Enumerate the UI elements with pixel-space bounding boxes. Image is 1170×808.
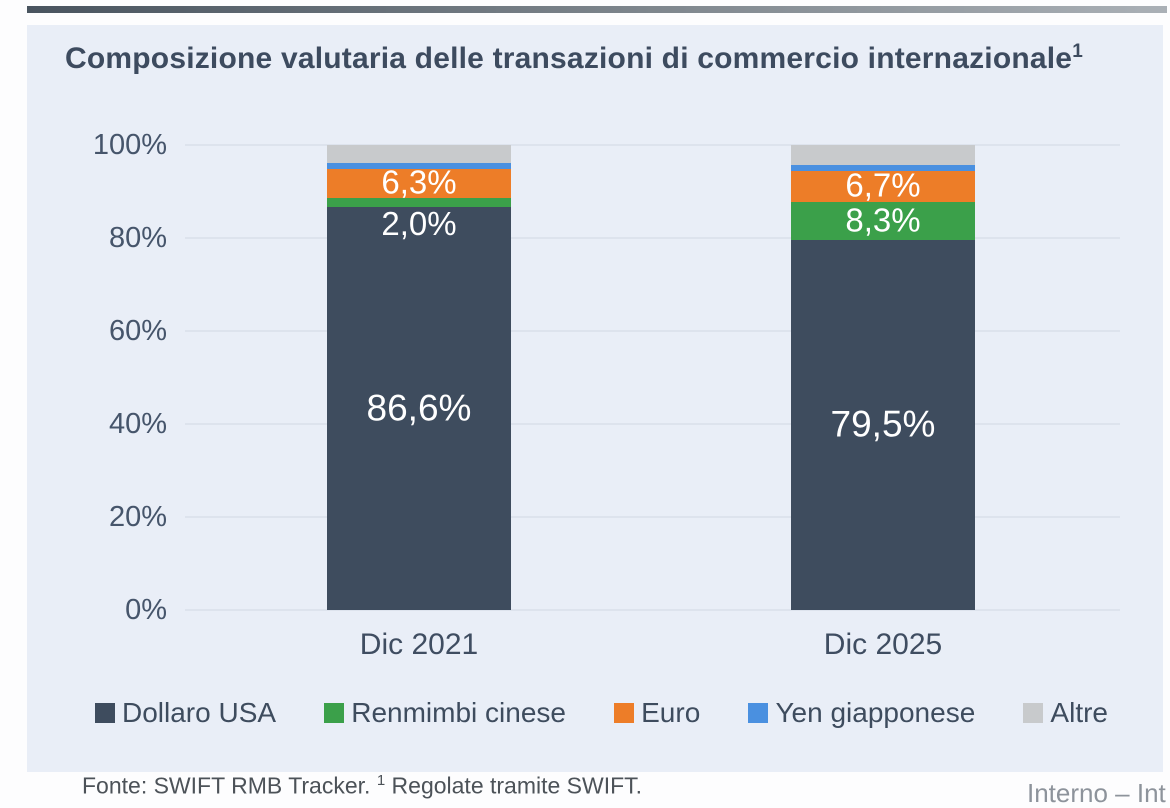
legend-swatch-dollaro-usa [95, 703, 115, 723]
legend-item-dollaro-usa: Dollaro USA [95, 697, 276, 729]
top-divider-line [27, 6, 1167, 13]
legend-label: Altre [1050, 697, 1108, 728]
bar-segment-label: 6,7% [845, 166, 921, 204]
chart-panel: Composizione valutaria delle transazioni… [27, 25, 1163, 772]
gridline [185, 609, 1120, 611]
legend-item-yen-giapponese: Yen giapponese [748, 697, 975, 729]
chart-title-text: Composizione valutaria delle transazioni… [65, 42, 1073, 75]
gridline [185, 423, 1120, 425]
y-tick-label: 0% [125, 594, 167, 626]
bar-segment-label: 8,3% [845, 201, 921, 239]
bar-segment-dollaro-usa: 79,5% [791, 240, 975, 610]
legend-label: Yen giapponese [775, 697, 976, 728]
bar-segment-dollaro-usa: 86,6% [327, 207, 511, 610]
legend-item-altre: Altre [1023, 697, 1108, 729]
y-tick-label: 40% [108, 408, 167, 440]
legend-item-renmimbi-cinese: Renmimbi cinese [324, 697, 566, 729]
y-tick-label: 80% [108, 222, 167, 254]
bar-segment-label: 6,3% [381, 164, 457, 202]
legend-swatch-euro [614, 703, 635, 723]
bar-segment-label: 79,5% [830, 403, 936, 445]
bar-segment-yen-giapponese [791, 164, 975, 171]
gridline [185, 144, 1120, 146]
source-note: Fonte: SWIFT RMB Tracker. 1 Regolate tra… [82, 772, 642, 800]
legend-label: Dollaro USA [122, 697, 277, 728]
source-note-prefix: Fonte: SWIFT RMB Tracker. [82, 772, 371, 799]
x-axis-label-dic-2021: Dic 2021 [359, 628, 479, 661]
bar-segment-altre [327, 145, 511, 164]
bar-segment-euro: 6,3% [327, 164, 511, 202]
chart-title-footnote-marker: 1 [1072, 41, 1083, 62]
legend-swatch-renmimbi-cinese [324, 703, 345, 723]
bar-segment-euro: 6,7% [791, 166, 975, 204]
legend: Dollaro USA Renmimbi cinese Euro Yen giappo… [95, 693, 1108, 733]
bar-segment-label: 2,0% [381, 205, 457, 243]
bar-segment-yen-giapponese [327, 163, 511, 169]
source-note-suffix: Regolate tramite SWIFT. [391, 772, 643, 799]
legend-item-euro: Euro [614, 697, 700, 729]
source-note-footnote-marker: 1 [376, 772, 386, 789]
y-tick-label: 60% [108, 315, 167, 347]
bar-segment-label: 86,6% [366, 387, 472, 429]
y-tick-label: 20% [108, 501, 167, 533]
bar-dic-2025: 79,5% 8,3% 6,7% [791, 145, 975, 610]
bar-dic-2021: 86,6% 2,0% 6,3% [327, 145, 511, 610]
legend-label: Renmimbi cinese [351, 697, 566, 728]
bar-segment-renmimbi-cinese: 2,0% [327, 198, 511, 241]
legend-swatch-altre [1023, 703, 1044, 723]
gridline [185, 237, 1120, 239]
y-tick-label: 100% [92, 129, 167, 161]
legend-label: Euro [641, 697, 701, 728]
legend-swatch-yen-giapponese [748, 703, 769, 723]
x-axis-label-dic-2025: Dic 2025 [823, 628, 943, 661]
bar-segment-renmimbi-cinese: 8,3% [791, 201, 975, 241]
gridline [185, 516, 1120, 518]
chart-title: Composizione valutaria delle transazioni… [65, 41, 1135, 76]
gridline [185, 330, 1120, 332]
classification-label: Interno – Int [1027, 778, 1166, 808]
bar-segment-altre [791, 145, 975, 165]
